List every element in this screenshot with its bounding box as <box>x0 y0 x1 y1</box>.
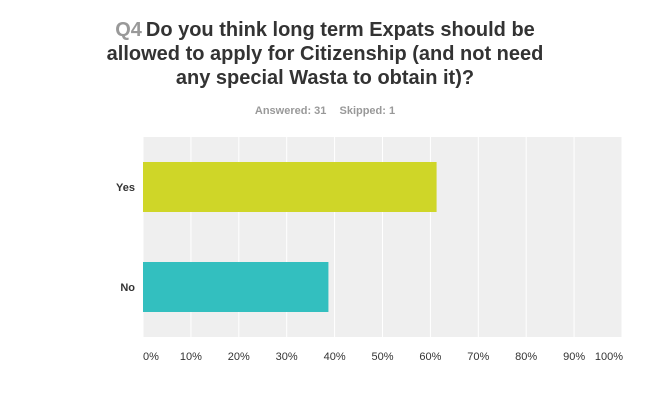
category-label: No <box>120 282 135 294</box>
x-tick-label: 20% <box>228 351 250 363</box>
bar-no[interactable] <box>143 262 329 312</box>
x-tick-label: 50% <box>371 351 393 363</box>
x-tick-label: 30% <box>276 351 298 363</box>
question-text: Do you think long term Expats should be … <box>106 19 544 89</box>
x-tick-label: 70% <box>467 351 489 363</box>
x-tick-label: 90% <box>563 351 585 363</box>
response-stats: Answered: 31 Skipped: 1 <box>0 105 650 117</box>
x-tick-label: 40% <box>324 351 346 363</box>
category-label: Yes <box>116 182 135 194</box>
question-header: Q4 Do you think long term Expats should b… <box>0 18 650 90</box>
x-tick-label: 80% <box>515 351 537 363</box>
answered-count: Answered: 31 <box>254 105 327 117</box>
skipped-count: Skipped: 1 <box>339 105 396 117</box>
x-tick-label: 10% <box>180 351 202 363</box>
question-title: Q4 Do you think long term Expats should b… <box>90 18 560 90</box>
question-number: Q4 <box>115 19 142 41</box>
bar-yes[interactable] <box>143 162 437 212</box>
x-tick-label: 60% <box>419 351 441 363</box>
x-tick-label: 0% <box>143 351 159 363</box>
x-tick-label: 100% <box>595 351 623 363</box>
